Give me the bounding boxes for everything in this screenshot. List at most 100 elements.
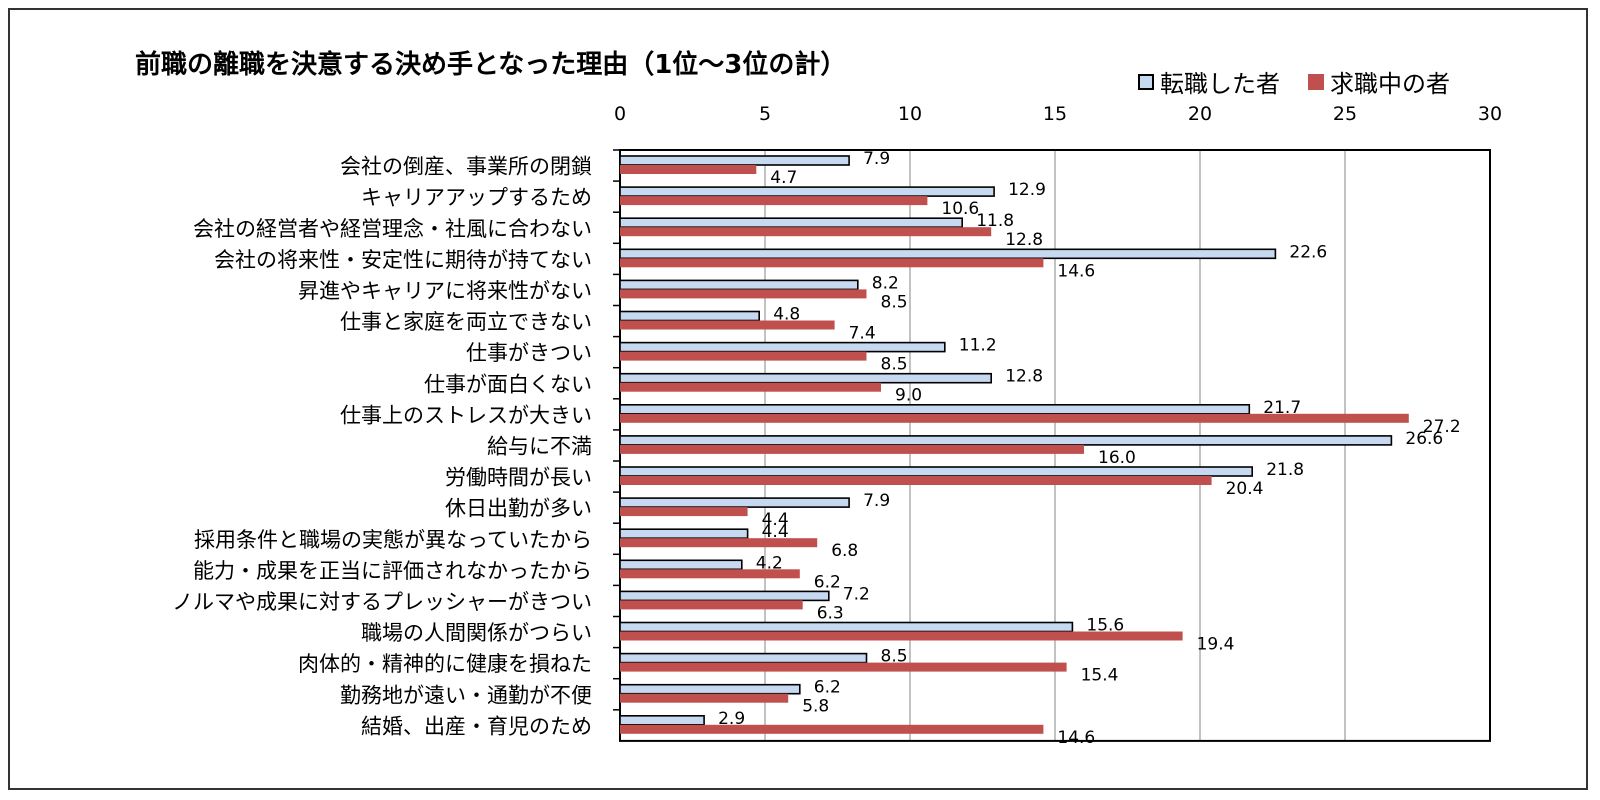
data-label-series-1: 2.9 xyxy=(718,709,745,729)
category-label: 結婚、出産・育児のため xyxy=(361,714,592,738)
data-label-series-2: 19.4 xyxy=(1197,635,1235,655)
data-label-series-2: 4.7 xyxy=(770,168,797,188)
category-label: 職場の人間関係がつらい xyxy=(361,621,592,645)
category-label: 能力・成果を正当に評価されなかったから xyxy=(193,559,592,583)
category-label: 休日出勤が多い xyxy=(445,497,592,521)
data-label-series-2: 12.8 xyxy=(1005,230,1043,250)
bar-series-1 xyxy=(619,248,1277,260)
data-label-series-2: 7.4 xyxy=(849,324,876,344)
category-label: 会社の経営者や経営理念・社風に合わない xyxy=(193,217,592,241)
bar-series-1 xyxy=(619,466,1254,477)
x-tick-label: 15 xyxy=(1043,103,1067,125)
bar-series-1 xyxy=(619,155,850,166)
data-label-series-1: 8.5 xyxy=(881,647,908,667)
data-label-series-2: 8.5 xyxy=(881,355,908,375)
bar-series-1 xyxy=(619,497,850,508)
chart-title: 前職の離職を決意する決め手となった理由（1位～3位の計） xyxy=(135,50,847,80)
category-label: ノルマや成果に対するプレッシャーがきつい xyxy=(172,590,592,614)
bar-series-1 xyxy=(619,341,946,353)
bar-series-1 xyxy=(619,279,859,291)
bar-series-1 xyxy=(619,186,995,197)
x-tick-label: 0 xyxy=(614,103,626,125)
bar-series-1 xyxy=(619,652,868,664)
legend-swatch-series-2 xyxy=(1308,73,1324,90)
data-label-series-2: 8.5 xyxy=(881,292,908,312)
data-label-series-1: 22.6 xyxy=(1289,242,1327,262)
data-label-series-2: 9.0 xyxy=(895,386,922,406)
bar-series-2 xyxy=(620,196,928,206)
data-label-series-1: 26.6 xyxy=(1405,429,1443,449)
bar-series-2 xyxy=(620,569,800,579)
data-label-series-1: 12.8 xyxy=(1005,367,1043,387)
bar-series-1 xyxy=(619,714,705,726)
bar-series-1 xyxy=(619,528,749,540)
bar-series-2 xyxy=(620,444,1084,454)
bar-series-2 xyxy=(620,227,992,237)
category-label: 勤務地が遠い・通勤が不便 xyxy=(340,683,592,707)
bar-series-2 xyxy=(620,600,803,610)
data-label-series-1: 21.7 xyxy=(1263,398,1301,418)
data-label-series-1: 11.8 xyxy=(976,211,1014,231)
x-tick-label: 10 xyxy=(898,103,922,125)
bar-series-2 xyxy=(620,165,757,174)
bar-series-1 xyxy=(619,372,993,384)
bar-series-2 xyxy=(620,724,1044,734)
legend: 転職した者 求職中の者 xyxy=(1138,64,1478,99)
data-label-series-2: 27.2 xyxy=(1423,417,1461,437)
bar-series-2 xyxy=(620,258,1044,268)
bar-series-1 xyxy=(619,621,1074,633)
category-label: 会社の将来性・安定性に期待が持てない xyxy=(214,248,592,272)
legend-label-series-1: 転職した者 xyxy=(1160,70,1280,98)
legend-label-series-2: 求職中の者 xyxy=(1330,70,1450,98)
x-tick-label: 30 xyxy=(1478,103,1502,125)
bar-series-1 xyxy=(619,310,760,322)
bar-series-2 xyxy=(620,413,1409,423)
bar-series-2 xyxy=(620,538,818,548)
data-label-series-1: 7.9 xyxy=(863,149,890,169)
bar-series-1 xyxy=(619,590,830,602)
legend-item-series-1: 転職した者 xyxy=(1138,64,1280,99)
data-label-series-1: 11.2 xyxy=(959,336,997,356)
data-label-series-2: 14.6 xyxy=(1057,261,1095,281)
bar-series-1 xyxy=(619,435,1393,446)
bar-series-2 xyxy=(620,507,748,517)
data-label-series-1: 6.2 xyxy=(814,678,841,698)
bar-series-2 xyxy=(620,351,867,361)
bar-series-2 xyxy=(620,382,881,392)
category-label: 会社の倒産、事業所の閉鎖 xyxy=(340,155,592,179)
data-label-series-2: 14.6 xyxy=(1057,728,1095,748)
bar-series-2 xyxy=(620,289,867,299)
bar-series-2 xyxy=(620,320,835,330)
data-label-series-2: 10.6 xyxy=(941,199,979,219)
category-label: 給与に不満 xyxy=(487,434,592,458)
category-label: 仕事がきつい xyxy=(466,341,592,365)
bar-series-1 xyxy=(619,683,801,695)
data-label-series-1: 4.2 xyxy=(756,553,783,573)
data-label-series-1: 21.8 xyxy=(1266,460,1304,480)
x-tick-label: 20 xyxy=(1188,103,1212,125)
data-label-series-2: 15.4 xyxy=(1081,666,1119,686)
category-label: 仕事上のストレスが大きい xyxy=(340,403,592,427)
legend-swatch-series-1 xyxy=(1138,73,1154,90)
data-label-series-2: 5.8 xyxy=(802,697,829,717)
category-label: 仕事が面白くない xyxy=(424,372,592,396)
data-label-series-1: 7.9 xyxy=(863,491,890,511)
data-label-series-1: 4.8 xyxy=(773,305,800,325)
bar-series-2 xyxy=(620,662,1067,672)
data-label-series-2: 20.4 xyxy=(1226,479,1264,499)
data-label-series-2: 6.8 xyxy=(831,541,858,561)
x-tick-label: 25 xyxy=(1333,103,1357,125)
category-label: 昇進やキャリアに将来性がない xyxy=(298,279,592,303)
x-tick-label: 5 xyxy=(759,103,771,125)
bar-series-1 xyxy=(619,217,964,228)
data-label-series-2: 4.4 xyxy=(762,510,789,530)
bar-series-1 xyxy=(619,403,1251,415)
data-label-series-1: 8.2 xyxy=(872,273,899,293)
legend-item-series-2: 求職中の者 xyxy=(1308,64,1450,99)
data-label-series-1: 4.4 xyxy=(762,522,789,542)
data-label-series-1: 7.2 xyxy=(843,584,870,604)
data-label-series-2: 6.3 xyxy=(817,603,844,623)
data-label-series-1: 12.9 xyxy=(1008,180,1046,200)
category-label: 労働時間が長い xyxy=(445,466,592,490)
bar-series-1 xyxy=(619,559,743,571)
